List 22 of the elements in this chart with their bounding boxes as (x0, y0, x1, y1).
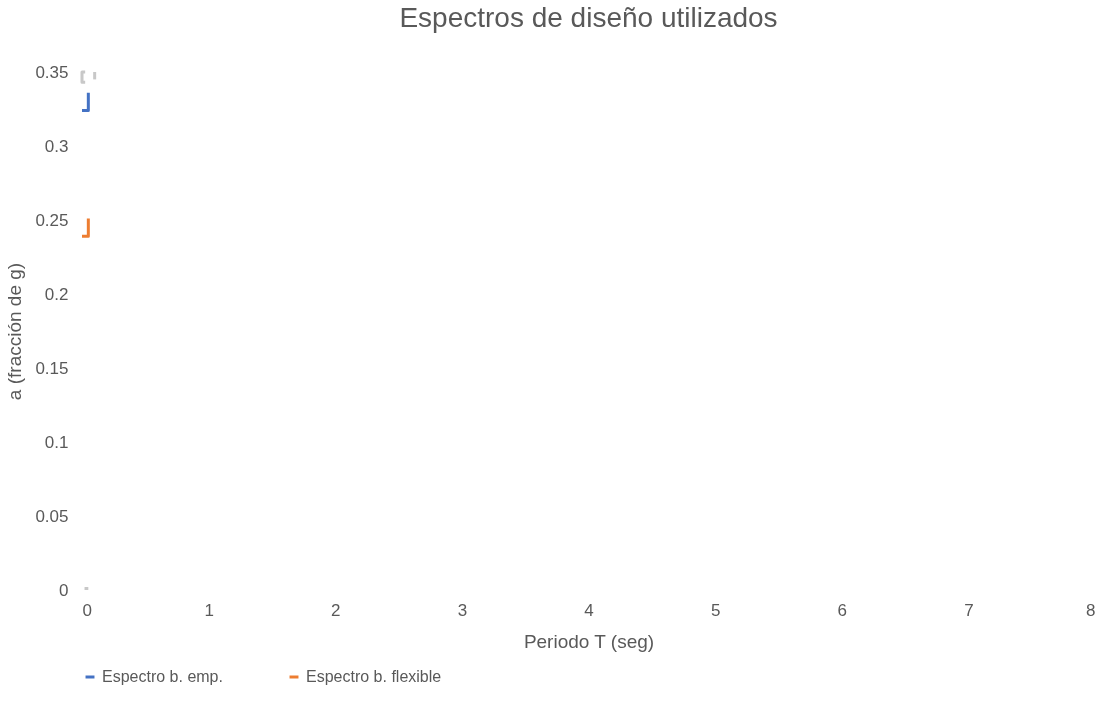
x-tick-label: 8 (1086, 600, 1096, 620)
x-tick-label: 3 (457, 600, 468, 620)
x-tick-label: 7 (964, 600, 974, 620)
x-tick-label: 4 (584, 600, 594, 620)
y-tick-label: 0 (59, 580, 69, 600)
y-axis-title: a (fracción de g) (4, 262, 26, 401)
y-tick-label: 0.15 (35, 358, 69, 378)
chart-title: Espectros de diseño utilizados (399, 2, 778, 33)
y-tick-label: 0.05 (35, 506, 69, 526)
x-tick-label: 0 (82, 600, 92, 620)
x-tick-label: 2 (331, 600, 341, 620)
y-tick-label: 0.3 (44, 136, 69, 156)
legend-label: Espectro b. emp. (102, 668, 223, 685)
y-tick-label: 0.1 (44, 432, 69, 452)
x-tick-label: 1 (204, 600, 214, 620)
y-tick-label: 0.25 (35, 210, 69, 230)
x-tick-label: 6 (837, 600, 847, 620)
x-tick-label: 5 (710, 600, 721, 620)
y-tick-label: 0.2 (44, 284, 69, 304)
legend-label: Espectro b. flexible (306, 668, 442, 685)
x-axis-title: Periodo T (seg) (523, 630, 655, 652)
y-tick-label: 0.35 (35, 62, 69, 82)
